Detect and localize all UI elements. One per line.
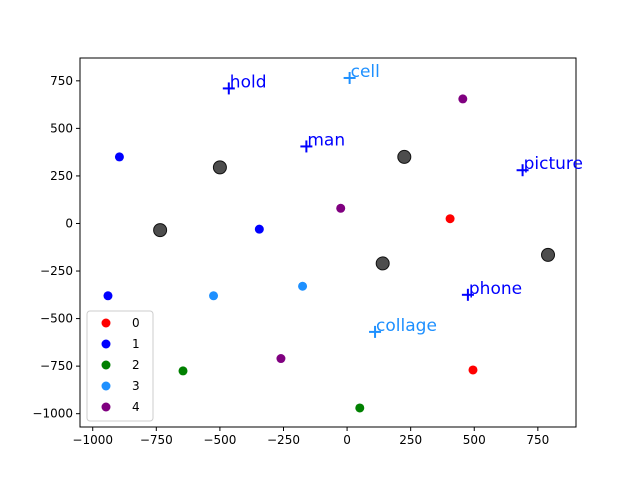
y-tick-label: −250 (40, 264, 73, 278)
word-label-picture: picture (524, 154, 583, 174)
x-tick-label: −500 (203, 433, 236, 447)
plot-frame (79, 57, 577, 428)
legend-marker-3 (101, 381, 111, 391)
point-cluster-1 (103, 291, 113, 301)
point-cluster-3 (298, 281, 308, 291)
legend-marker-1 (101, 339, 111, 349)
y-tick-label: −500 (40, 312, 73, 326)
word-label-hold: hold (230, 72, 267, 92)
word-label-collage: collage (376, 316, 437, 336)
x-tick-label: 250 (399, 433, 422, 447)
axes: −1000 −750 −500 −250 0 250 500 750 −1000 −750 −500… (32, 57, 577, 447)
point-cluster-2 (355, 403, 365, 413)
legend-marker-0 (101, 318, 111, 328)
legend-label-3: 3 (132, 379, 140, 393)
point-cluster-0 (468, 365, 478, 375)
word-labels: hold cell man picture phone collage (222, 62, 583, 338)
point-cluster-2 (178, 366, 188, 376)
legend-label-2: 2 (132, 358, 140, 372)
y-tick-label: 750 (50, 74, 73, 88)
y-tick-label: 0 (65, 216, 73, 230)
x-tick-label: −750 (140, 433, 173, 447)
word-label-cell: cell (351, 62, 380, 82)
data-points (103, 94, 556, 413)
x-tick-label: −250 (267, 433, 300, 447)
point-cluster-3 (209, 291, 219, 301)
legend: 0 1 2 3 4 (86, 310, 154, 422)
x-tick-label: −1000 (72, 433, 113, 447)
point-cluster-1 (114, 152, 124, 162)
y-tick-label: −750 (40, 359, 73, 373)
centroid-point (541, 247, 556, 262)
x-tick-label: 750 (526, 433, 549, 447)
x-tick-label: 0 (343, 433, 351, 447)
y-tick-label: −1000 (32, 407, 73, 421)
point-cluster-4 (276, 354, 286, 364)
centroid-point (397, 149, 412, 164)
word-label-man: man (307, 130, 345, 150)
y-tick-label: 500 (50, 121, 73, 135)
point-cluster-1 (254, 224, 264, 234)
legend-marker-2 (101, 360, 111, 370)
legend-label-4: 4 (132, 400, 140, 414)
legend-box (86, 310, 154, 422)
centroid-point (375, 256, 390, 271)
y-tick-label: 250 (50, 169, 73, 183)
word-label-phone: phone (469, 279, 522, 299)
legend-label-0: 0 (132, 316, 140, 330)
point-cluster-0 (445, 214, 455, 224)
centroid-point (153, 223, 168, 238)
legend-marker-4 (101, 402, 111, 412)
point-cluster-4 (458, 94, 468, 104)
point-cluster-4 (336, 203, 346, 213)
centroid-point (212, 160, 227, 175)
x-tick-label: 500 (463, 433, 486, 447)
legend-label-1: 1 (132, 337, 140, 351)
